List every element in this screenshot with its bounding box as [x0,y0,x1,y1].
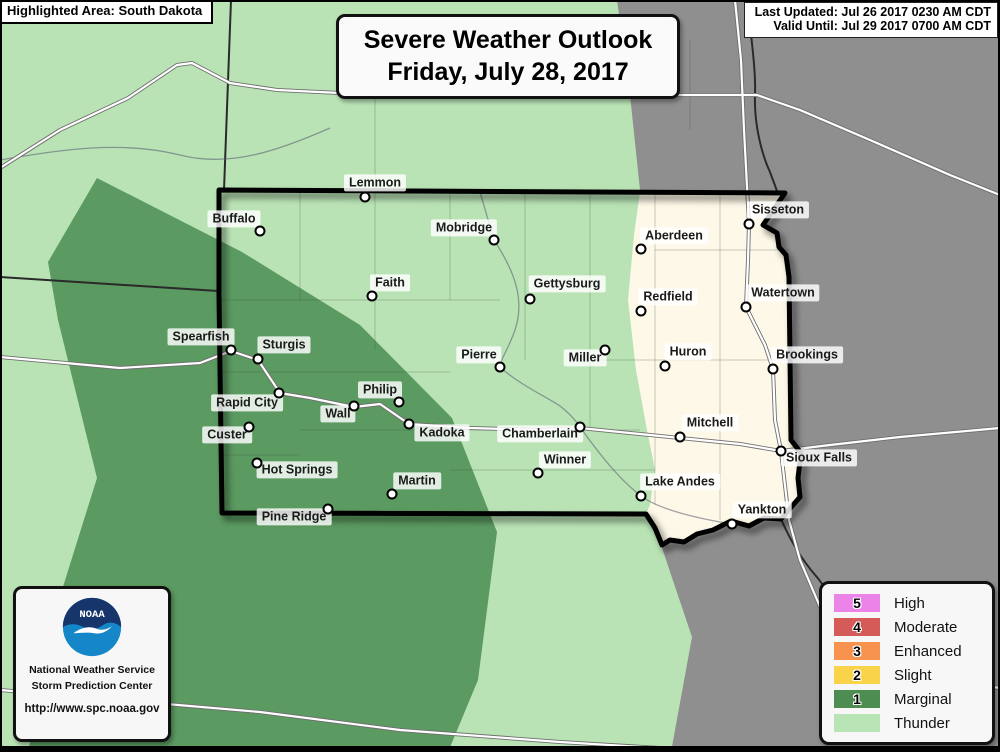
city-label-faith: Faith [370,274,410,292]
city-dot-lake-andes [635,490,647,502]
city-dot-mitchell [674,431,686,443]
region-no-risk [628,192,801,545]
city-dot-custer [243,421,255,433]
city-label-buffalo: Buffalo [207,210,261,228]
city-label-sioux-falls: Sioux Falls [781,449,857,467]
city-dot-watertown [740,301,752,313]
city-dot-sioux-falls [775,445,787,457]
city-label-lake-andes: Lake Andes [640,473,720,491]
city-label-mobridge: Mobridge [430,219,498,237]
city-label-chamberlain: Chamberlain [497,425,583,443]
city-label-sisseton: Sisseton [746,201,810,219]
city-dot-wall [348,400,360,412]
legend-row-high: 5 High [834,594,982,612]
legend-swatch-marginal: 1 [834,690,880,708]
city-dot-spearfish [225,344,237,356]
legend-row-moderate: 4 Moderate [834,618,982,636]
city-label-spearfish: Spearfish [167,328,235,346]
region-outside [617,0,1000,752]
org-line-2: Storm Prediction Center [31,679,153,692]
legend-swatch-high: 5 [834,594,880,612]
city-dot-sturgis [252,353,264,365]
city-dot-sisseton [743,218,755,230]
city-dot-gettysburg [524,293,536,305]
legend-swatch-moderate: 4 [834,618,880,636]
legend-row-thunder: Thunder [834,714,982,732]
city-label-brookings: Brookings [771,346,843,364]
city-label-mitchell: Mitchell [681,414,739,432]
city-label-watertown: Watertown [746,284,820,302]
city-label-martin: Martin [393,472,441,490]
city-label-sturgis: Sturgis [257,336,311,354]
valid-until-text: Valid Until: Jul 29 2017 0700 AM CDT [773,19,991,34]
legend-label: Slight [894,666,932,684]
city-label-pine-ridge: Pine Ridge [256,508,332,526]
legend-row-slight: 2 Slight [834,666,982,684]
city-label-aberdeen: Aberdeen [640,227,708,245]
org-line-1: National Weather Service [29,664,155,676]
legend-label: Enhanced [894,642,962,660]
city-label-lemmon: Lemmon [343,174,407,192]
city-label-gettysburg: Gettysburg [528,275,606,293]
city-label-rapid-city: Rapid City [211,394,283,412]
legend-swatch-enhanced: 3 [834,642,880,660]
city-dot-huron [659,360,671,372]
noaa-branding-box: NOAA National Weather Service Storm Pred… [13,586,171,742]
city-dot-brookings [767,363,779,375]
noaa-logo-icon: NOAA [62,597,122,657]
city-dot-yankton [726,518,738,530]
legend-label: High [894,594,925,612]
city-label-custer: Custer [202,426,252,444]
legend-swatch-thunder [834,714,880,732]
city-label-pierre: Pierre [456,346,502,364]
city-label-wall: Wall [320,405,356,423]
city-label-hot-springs: Hot Springs [256,461,338,479]
city-dot-pierre [494,361,506,373]
city-dot-faith [366,290,378,302]
city-label-yankton: Yankton [732,501,792,519]
spc-url: http://www.spc.noaa.gov [24,702,160,715]
city-dot-winner [532,467,544,479]
legend-label: Marginal [894,690,952,708]
city-dot-pine-ridge [322,503,334,515]
city-dot-hot-springs [251,457,263,469]
city-label-redfield: Redfield [638,288,698,306]
risk-legend: 5 High 4 Moderate 3 Enhanced 2 Slight 1 Marginal T… [819,581,995,745]
highlighted-area-label: Highlighted Area: South Dakota [0,0,214,24]
legend-label: Thunder [894,714,950,732]
last-updated-text: Last Updated: Jul 26 2017 0230 AM CDT [754,5,991,19]
city-dot-buffalo [254,225,266,237]
city-dot-philip [393,396,405,408]
legend-label: Moderate [894,618,958,636]
city-label-philip: Philip [357,381,403,399]
legend-row-enhanced: 3 Enhanced [834,642,982,660]
city-label-kadoka: Kadoka [414,424,470,442]
city-dot-chamberlain [574,421,586,433]
bottom-bar [0,746,1000,752]
city-label-huron: Huron [664,343,712,361]
city-dot-mobridge [488,234,500,246]
legend-swatch-slight: 2 [834,666,880,684]
legend-row-marginal: 1 Marginal [834,690,982,708]
svg-text:NOAA: NOAA [79,609,105,621]
city-dot-redfield [635,305,647,317]
timestamp-box: Last Updated: Jul 26 2017 0230 AM CDT Va… [743,2,998,38]
city-dot-miller [599,344,611,356]
page-title: Severe Weather Outlook [363,26,653,54]
city-label-winner: Winner [538,451,592,469]
title-box: Severe Weather Outlook Friday, July 28, … [336,14,680,99]
city-dot-aberdeen [635,243,647,255]
city-dot-lemmon [359,191,371,203]
city-label-miller: Miller [563,349,607,367]
city-dot-kadoka [403,418,415,430]
page-subtitle: Friday, July 28, 2017 [387,58,629,86]
city-dot-martin [386,488,398,500]
city-dot-rapid-city [273,387,285,399]
